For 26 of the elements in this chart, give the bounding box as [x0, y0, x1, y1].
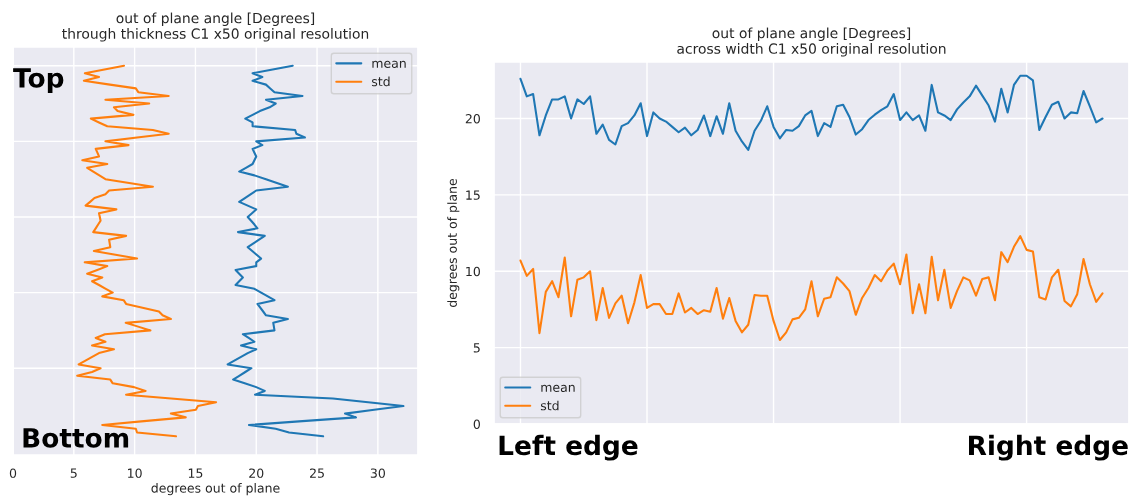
x-axis-title: degrees out of plane — [151, 483, 280, 496]
y-tick-label: 15 — [466, 190, 480, 200]
legend-label: mean — [541, 384, 575, 392]
y-tick-label: 5 — [473, 343, 480, 353]
line-series — [519, 235, 1104, 342]
text: Left edge — [499, 434, 638, 461]
annotation: Top — [13, 68, 64, 93]
x-tick-label: 0 — [9, 468, 17, 478]
line-series — [519, 74, 1104, 151]
legend-label: std — [371, 76, 390, 87]
x-tick-label: 5 — [70, 468, 77, 478]
y-tick-label: 0 — [473, 419, 480, 429]
x-tick-label: 30 — [370, 468, 385, 478]
x-tick-label: 20 — [249, 468, 264, 478]
x-tick-label: 25 — [310, 468, 324, 478]
chart-title: out of plane angle [Degrees] through thickness C1 x50 original resolution — [62, 12, 369, 42]
text: Right edge — [969, 434, 1128, 461]
legend-label: mean — [372, 60, 406, 68]
x-tick-label: 10 — [128, 468, 142, 478]
chart-title: out of plane angle [Degrees] across width C1 x50 original resolution — [677, 27, 946, 57]
y-axis-title: degrees out of plane — [447, 178, 460, 308]
x-tick-label: 15 — [188, 468, 203, 478]
annotation: Bottom — [23, 428, 129, 448]
y-tick-label: 10 — [466, 266, 480, 277]
y-tick-label: 20 — [465, 113, 480, 124]
legend-label: std — [540, 400, 559, 411]
